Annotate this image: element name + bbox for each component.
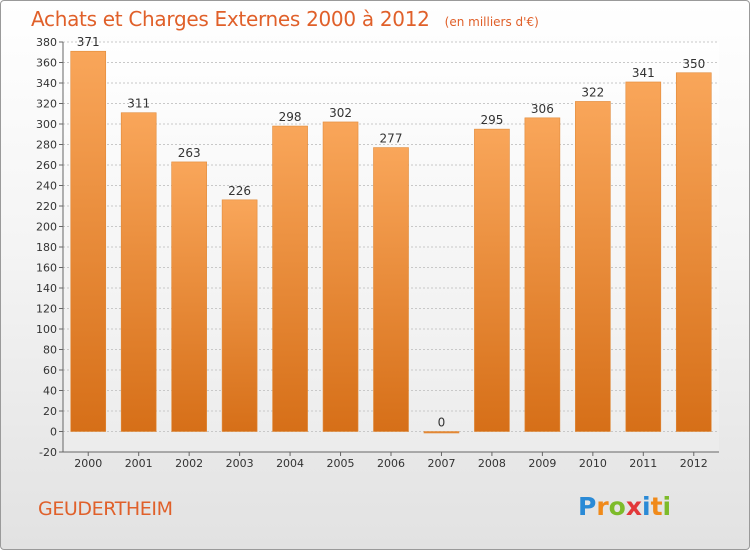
x-tick-label: 2004 [276, 457, 304, 470]
bar [70, 50, 107, 432]
bar [120, 112, 157, 432]
x-tick-label: 2001 [125, 457, 153, 470]
y-tick-label: 0 [50, 426, 57, 439]
x-tick-label: 2012 [680, 457, 708, 470]
y-tick-label: 100 [36, 323, 57, 336]
x-tick-label: 2010 [579, 457, 607, 470]
y-tick-label: 320 [36, 98, 57, 111]
chart-title: Achats et Charges Externes 2000 à 2012 (… [31, 7, 539, 31]
y-tick-label: 200 [36, 221, 57, 234]
x-tick-label: 2002 [175, 457, 203, 470]
x-tick-label: 2000 [74, 457, 102, 470]
bar [322, 121, 359, 432]
y-tick-label: -20 [39, 446, 57, 459]
bar [675, 72, 712, 432]
bar [625, 81, 662, 432]
logo-letter: x [625, 492, 642, 521]
bar-value-label: 302 [329, 106, 352, 120]
y-tick-label: 40 [43, 385, 57, 398]
y-tick-label: 80 [43, 344, 57, 357]
logo-letter: i [642, 492, 651, 521]
x-tick-label: 2008 [478, 457, 506, 470]
logo-letter: i [662, 492, 672, 521]
logo-letter: r [596, 492, 609, 521]
bar [423, 431, 460, 434]
y-tick-label: 120 [36, 303, 57, 316]
y-tick-label: 140 [36, 282, 57, 295]
y-tick-label: 160 [36, 262, 57, 275]
logo-letter: o [608, 492, 626, 521]
y-tick-label: 280 [36, 139, 57, 152]
y-tick-label: 60 [43, 364, 57, 377]
bar [171, 161, 207, 432]
logo-letter: P [578, 492, 597, 521]
bar-value-label: 311 [127, 97, 150, 111]
y-tick-label: 300 [36, 118, 57, 131]
y-tick-label: 380 [36, 36, 57, 49]
bar-value-label: 277 [380, 132, 403, 146]
y-tick-label: 340 [36, 77, 57, 90]
bar-value-label: 298 [279, 110, 302, 124]
bar-value-label: 0 [438, 416, 446, 430]
y-tick-label: 360 [36, 57, 57, 70]
bar-value-label: 350 [682, 57, 705, 71]
y-tick-label: 240 [36, 180, 57, 193]
y-tick-label: 20 [43, 405, 57, 418]
x-tick-label: 2007 [427, 457, 455, 470]
bar [575, 101, 611, 432]
bar-value-label: 322 [581, 85, 604, 99]
y-tick-label: 260 [36, 159, 57, 172]
commune-name: GEUDERTHEIM [38, 498, 173, 520]
y-tick-label: 180 [36, 241, 57, 254]
bar [524, 117, 561, 432]
logo-letter: t [650, 492, 663, 521]
bar-value-label: 371 [77, 35, 100, 49]
bar [474, 128, 510, 432]
bar-value-label: 263 [178, 146, 201, 160]
bar-value-label: 341 [632, 66, 655, 80]
bar [272, 125, 308, 432]
x-tick-label: 2006 [377, 457, 405, 470]
chart-title-unit: (en milliers d'€) [444, 15, 539, 29]
bar-value-label: 306 [531, 102, 554, 116]
x-tick-label: 2005 [327, 457, 355, 470]
bar [221, 199, 258, 432]
bar-value-label: 295 [480, 113, 503, 127]
chart-title-main: Achats et Charges Externes 2000 à 2012 [31, 7, 430, 31]
proxiti-logo: Proxiti [578, 492, 671, 521]
bar-value-label: 226 [228, 184, 251, 198]
bar [373, 147, 409, 432]
x-tick-label: 2003 [226, 457, 254, 470]
x-tick-label: 2011 [629, 457, 657, 470]
x-tick-label: 2009 [528, 457, 556, 470]
y-tick-label: 220 [36, 200, 57, 213]
